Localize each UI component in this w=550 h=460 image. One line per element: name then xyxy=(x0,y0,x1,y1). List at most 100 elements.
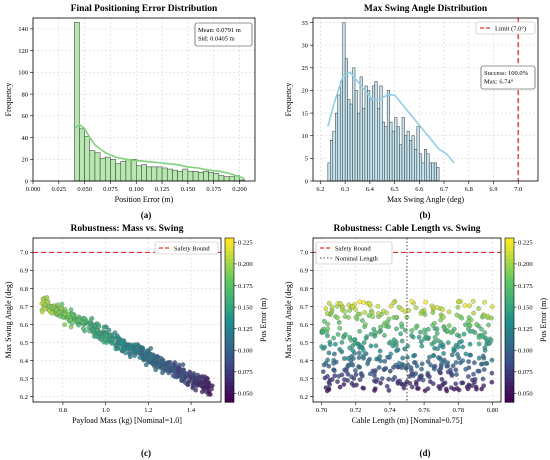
scatter-point xyxy=(476,355,482,361)
scatter-point xyxy=(350,356,356,361)
plot-frame xyxy=(32,17,256,182)
scatter-point xyxy=(320,329,326,334)
scatter-point xyxy=(132,342,138,348)
colorbar-segment xyxy=(505,324,514,329)
scatter-point xyxy=(378,324,383,330)
colorbar-segment xyxy=(225,295,234,301)
legend-frame xyxy=(154,241,219,255)
colorbar-frame xyxy=(504,237,515,403)
y-tick-label: 10 xyxy=(302,133,309,140)
scatter-point xyxy=(347,345,353,351)
panel-caption: (d) xyxy=(420,448,431,458)
colorbar: 0.050 0.075 0.100 0.125 0.150 0.175 0.200 0.225… xyxy=(504,237,548,403)
y-tick-label: 7.0 xyxy=(20,250,28,257)
histogram-bar xyxy=(105,156,111,182)
legend-label: Limit (7.0°) xyxy=(495,25,526,32)
histogram-bar xyxy=(172,169,178,182)
histogram-bar xyxy=(384,126,388,182)
scatter-point xyxy=(373,368,378,373)
colorbar-segment xyxy=(505,328,514,333)
panel-caption: (b) xyxy=(420,210,431,220)
scatter-point xyxy=(355,311,361,317)
scatter-point xyxy=(335,315,340,321)
scatter-point xyxy=(437,370,443,375)
scatter-point xyxy=(460,358,466,364)
scatter-point xyxy=(439,382,445,388)
colorbar-segment xyxy=(225,361,234,366)
colorbar-segment xyxy=(225,332,234,337)
colorbar-segment xyxy=(225,291,234,296)
histogram-bar xyxy=(414,149,418,182)
legend-label: Nominal Length xyxy=(335,255,379,262)
scatter-point xyxy=(471,371,476,377)
histogram-bar xyxy=(344,58,348,182)
stats-box-frame xyxy=(194,22,253,47)
y-tick-label: 80 xyxy=(22,91,29,98)
x-tick-label: 0.075 xyxy=(103,186,118,193)
y-tick-label: 20 xyxy=(22,157,29,164)
x-tick-label: 6.4 xyxy=(366,186,375,193)
scatter-point xyxy=(455,344,461,350)
histogram-bar xyxy=(406,130,410,182)
scatter-point xyxy=(121,347,126,352)
legend: Safety Bound Nominal Length xyxy=(315,241,393,265)
scatter-point xyxy=(360,353,366,359)
scatter-point xyxy=(205,385,211,390)
x-tick-label: 0.72 xyxy=(350,407,361,414)
colorbar-segment xyxy=(505,348,514,354)
colorbar-segment xyxy=(225,307,234,313)
scatter-point xyxy=(55,302,61,308)
colorbar-segment xyxy=(225,348,234,354)
scatter-point xyxy=(466,374,471,379)
histogram-bar xyxy=(409,140,413,182)
colorbar-segment xyxy=(225,381,234,387)
colorbar-segment xyxy=(225,274,234,280)
y-tick-label: 6.8 xyxy=(300,286,308,293)
colorbar-segment xyxy=(225,262,234,268)
scatter-point xyxy=(327,342,333,347)
histogram-bar xyxy=(151,166,158,182)
scatter-point xyxy=(97,330,102,336)
scatter-point xyxy=(465,386,471,392)
scatter-point xyxy=(440,344,446,350)
scatter-point xyxy=(377,348,383,354)
scatter-point xyxy=(476,306,482,311)
scatter-point xyxy=(455,304,461,310)
scatter-point xyxy=(327,382,332,387)
histogram-bar xyxy=(218,175,225,182)
scatter-point xyxy=(453,367,459,373)
stats-box: Success: 100.0% Max: 6.74° xyxy=(480,65,536,90)
scatter-point xyxy=(333,359,339,365)
scatter-point xyxy=(326,350,332,356)
scatter-point xyxy=(369,310,375,315)
histogram-bar xyxy=(203,170,209,182)
scatter-point xyxy=(373,379,379,385)
scatter-point xyxy=(374,356,379,362)
x-tick-label: 6.3 xyxy=(341,186,349,193)
scatter-point xyxy=(357,328,362,334)
scatter-point xyxy=(358,344,364,350)
scatter-point xyxy=(467,303,472,309)
histogram-bar xyxy=(335,112,338,182)
colorbar-segment xyxy=(225,365,234,370)
histogram-bar xyxy=(161,167,168,182)
scatter-point xyxy=(405,343,411,349)
scatter-point xyxy=(388,303,394,309)
y-tick-label: 60 xyxy=(22,113,29,120)
scatter-point xyxy=(82,316,88,321)
scatter-point xyxy=(460,380,466,386)
y-tick-label: 5 xyxy=(305,156,308,163)
scatter-point xyxy=(361,340,367,345)
scatter-point xyxy=(409,298,414,304)
histogram-bar xyxy=(136,165,142,182)
scatter-point xyxy=(440,307,446,312)
histogram-bar xyxy=(197,172,204,182)
scatter-point xyxy=(66,312,71,318)
scatter-point xyxy=(363,335,369,341)
scatter-point xyxy=(438,357,444,363)
colorbar-segment xyxy=(225,279,234,284)
scatter-point xyxy=(180,362,186,367)
scatter-point xyxy=(425,359,431,364)
scatter-point xyxy=(356,355,362,360)
scatter-point xyxy=(325,321,331,327)
